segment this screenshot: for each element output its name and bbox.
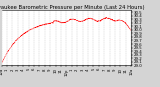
Title: Milwaukee Barometric Pressure per Minute (Last 24 Hours): Milwaukee Barometric Pressure per Minute…	[0, 5, 144, 10]
